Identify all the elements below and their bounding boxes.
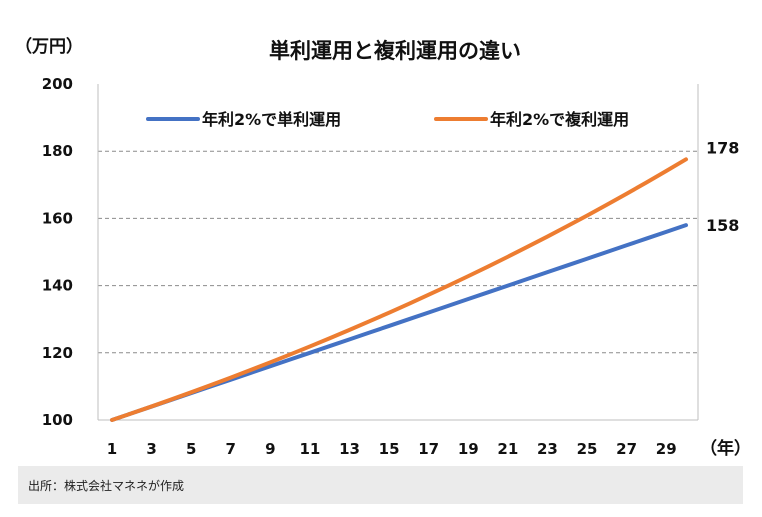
y-axis-unit-label: （万円） [15, 36, 83, 57]
x-tick-label-23: 23 [537, 440, 558, 458]
legend: 年利2%で単利運用 年利2%で複利運用 [146, 110, 629, 129]
y-tick-label-160: 160 [42, 209, 73, 227]
x-tick-label-15: 15 [379, 440, 400, 458]
legend-label-1: 年利2%で単利運用 [202, 110, 341, 129]
y-tick-label-140: 140 [42, 277, 73, 295]
legend-label-2: 年利2%で複利運用 [490, 110, 629, 129]
y-tick-label-180: 180 [42, 142, 73, 160]
chart: 単利運用と複利運用の違い （万円） （年） 100 120 140 160 180 200… [15, 36, 751, 459]
y-tick-label-200: 200 [42, 75, 73, 93]
x-tick-label-27: 27 [616, 440, 637, 458]
x-tick-label-3: 3 [146, 440, 156, 458]
x-tick-label-19: 19 [458, 440, 479, 458]
gridlines [98, 150, 698, 354]
x-tick-label-11: 11 [299, 440, 320, 458]
end-label-series-2: 178 [706, 138, 739, 157]
x-tick-label-29: 29 [656, 440, 677, 458]
x-tick-label-1: 1 [107, 440, 117, 458]
end-labels: 158 178 [706, 138, 739, 235]
x-tick-label-7: 7 [226, 440, 236, 458]
chart-title: 単利運用と複利運用の違い [269, 39, 521, 63]
end-label-series-1: 158 [706, 216, 739, 235]
source-text: 出所：株式会社マネネが作成 [28, 479, 185, 493]
y-tick-label-120: 120 [42, 344, 73, 362]
series-lines [110, 157, 688, 422]
x-tick-label-9: 9 [265, 440, 275, 458]
series-line-2 [110, 157, 688, 422]
x-tick-label-17: 17 [418, 440, 439, 458]
x-tick-label-21: 21 [497, 440, 518, 458]
y-tick-label-100: 100 [42, 411, 73, 429]
source-footer: 出所：株式会社マネネが作成 [18, 466, 743, 504]
x-axis-unit-label: （年） [700, 438, 751, 459]
axes [97, 84, 699, 421]
x-tick-label-25: 25 [577, 440, 598, 458]
x-tick-label-13: 13 [339, 440, 360, 458]
x-tick-label-5: 5 [186, 440, 196, 458]
